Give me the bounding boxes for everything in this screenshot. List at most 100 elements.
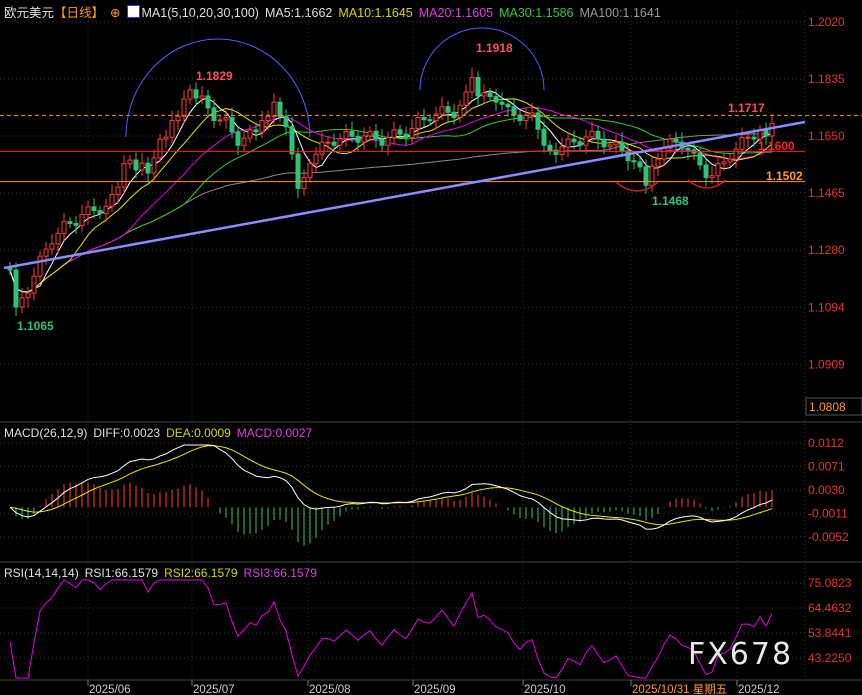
- candle-up: [49, 243, 55, 250]
- candle-up: [463, 91, 469, 106]
- chart-header: 欧元美元【日线】 ⊕ MA1(5,10,20,30,100) MA5:1.1662 MA…: [4, 2, 667, 20]
- candle-up: [109, 194, 115, 207]
- price-annotation: 1.1600: [758, 139, 795, 153]
- x-axis-label: 2025/10: [524, 684, 566, 695]
- candle-up: [175, 115, 181, 122]
- head-arc: [419, 27, 545, 91]
- candle-down: [535, 112, 541, 130]
- candle-up: [583, 136, 589, 146]
- current-price-label: 1.0808: [809, 400, 846, 414]
- candle-up: [25, 292, 31, 299]
- candle-up: [727, 158, 733, 163]
- candle-down: [685, 147, 691, 151]
- candle-down: [505, 103, 511, 108]
- price-tick-label: 1.1280: [808, 243, 845, 257]
- rsi-header: RSI(14,14,14) RSI1:66.1579 RSI2:66.1579 RSI…: [4, 566, 323, 580]
- candle-up: [739, 137, 745, 150]
- candle-up: [481, 92, 487, 97]
- ma20-value: MA20:1.1605: [418, 6, 494, 20]
- x-axis-label: 2025/08: [309, 684, 351, 695]
- candle-up: [121, 163, 127, 188]
- rsi-name: RSI(14,14,14): [4, 566, 79, 580]
- candle-down: [373, 130, 379, 140]
- candle-down: [703, 164, 709, 179]
- candle-down: [625, 150, 631, 162]
- crosshair-icon[interactable]: ⊕: [110, 6, 121, 20]
- candle-up: [139, 162, 145, 171]
- bottom-arc: [615, 181, 659, 192]
- candle-up: [169, 120, 175, 138]
- candle-up: [79, 214, 85, 226]
- candle-down: [403, 133, 409, 139]
- candle-up: [301, 177, 307, 189]
- price-tick-label: 1.1094: [808, 300, 845, 314]
- candle-up: [271, 101, 277, 118]
- candle-down: [277, 101, 283, 118]
- candle-up: [217, 119, 223, 122]
- candle-down: [619, 141, 625, 152]
- candle-up: [391, 129, 397, 139]
- candle-down: [571, 138, 577, 143]
- candle-up: [325, 141, 331, 144]
- candle-up: [265, 116, 271, 122]
- candle-down: [493, 96, 499, 103]
- ma20-line: [9, 106, 773, 293]
- trend-line: [3, 120, 806, 270]
- candle-up: [313, 153, 319, 165]
- price-annotation: 1.1717: [728, 101, 765, 115]
- macd-tick-label: -0.0011: [808, 507, 848, 521]
- candle-down: [577, 141, 583, 146]
- candle-down: [91, 206, 97, 212]
- rsi-tick-label: 43.2250: [808, 651, 852, 665]
- candle-down: [349, 130, 355, 137]
- price-annotation: 1.1468: [652, 194, 689, 208]
- candle-down: [283, 116, 289, 128]
- candle-up: [709, 175, 715, 179]
- candle-up: [559, 146, 565, 155]
- candle-up: [223, 117, 229, 121]
- x-axis-label: 2025/07: [193, 684, 235, 695]
- candle-up: [439, 106, 445, 115]
- candle-down: [697, 152, 703, 166]
- candle-up: [247, 129, 253, 139]
- bottom-arc: [687, 179, 727, 189]
- candle-up: [55, 232, 61, 245]
- macd-diff: DIFF:0.0023: [93, 426, 161, 440]
- candle-up: [61, 221, 67, 234]
- watermark-logo: FX678: [688, 637, 794, 672]
- candle-up: [103, 205, 109, 215]
- candle-down: [331, 141, 337, 146]
- price-annotation: 1.1065: [17, 319, 54, 333]
- period-selector[interactable]: 【日线】: [54, 6, 105, 20]
- candle-up: [19, 297, 25, 308]
- candle-down: [541, 128, 547, 146]
- macd-tick-label: 0.0030: [808, 483, 845, 497]
- candle-down: [517, 114, 523, 122]
- candle-up: [745, 136, 751, 139]
- candle-up: [31, 275, 37, 294]
- rsi3-value: RSI3:66.1579: [243, 566, 317, 580]
- candle-down: [511, 106, 517, 116]
- candle-up: [565, 138, 571, 148]
- candle-up: [43, 248, 49, 257]
- candle-up: [469, 76, 475, 93]
- candle-down: [421, 117, 427, 121]
- head-arc: [125, 38, 311, 138]
- candle-down: [553, 149, 559, 155]
- candle-down: [289, 126, 295, 155]
- ma-indicator-name[interactable]: MA1(5,10,20,30,100): [141, 6, 259, 20]
- ma5-value: MA5:1.1662: [264, 6, 333, 20]
- macd-header: MACD(26,12,9) DIFF:0.0023 DEA:0.0009 MACD:0…: [4, 426, 318, 440]
- candle-down: [547, 144, 553, 151]
- price-tick-label: 1.1650: [808, 129, 845, 143]
- candle-up: [715, 163, 721, 177]
- candle-up: [151, 157, 157, 174]
- candle-down: [487, 92, 493, 98]
- current-price-box: [805, 397, 862, 416]
- price-annotation: 1.1502: [766, 169, 803, 183]
- candle-up: [157, 138, 163, 159]
- macd-tick-label: 0.0071: [808, 460, 845, 474]
- indicator-chart-icon[interactable]: [126, 5, 140, 18]
- candle-up: [589, 130, 595, 138]
